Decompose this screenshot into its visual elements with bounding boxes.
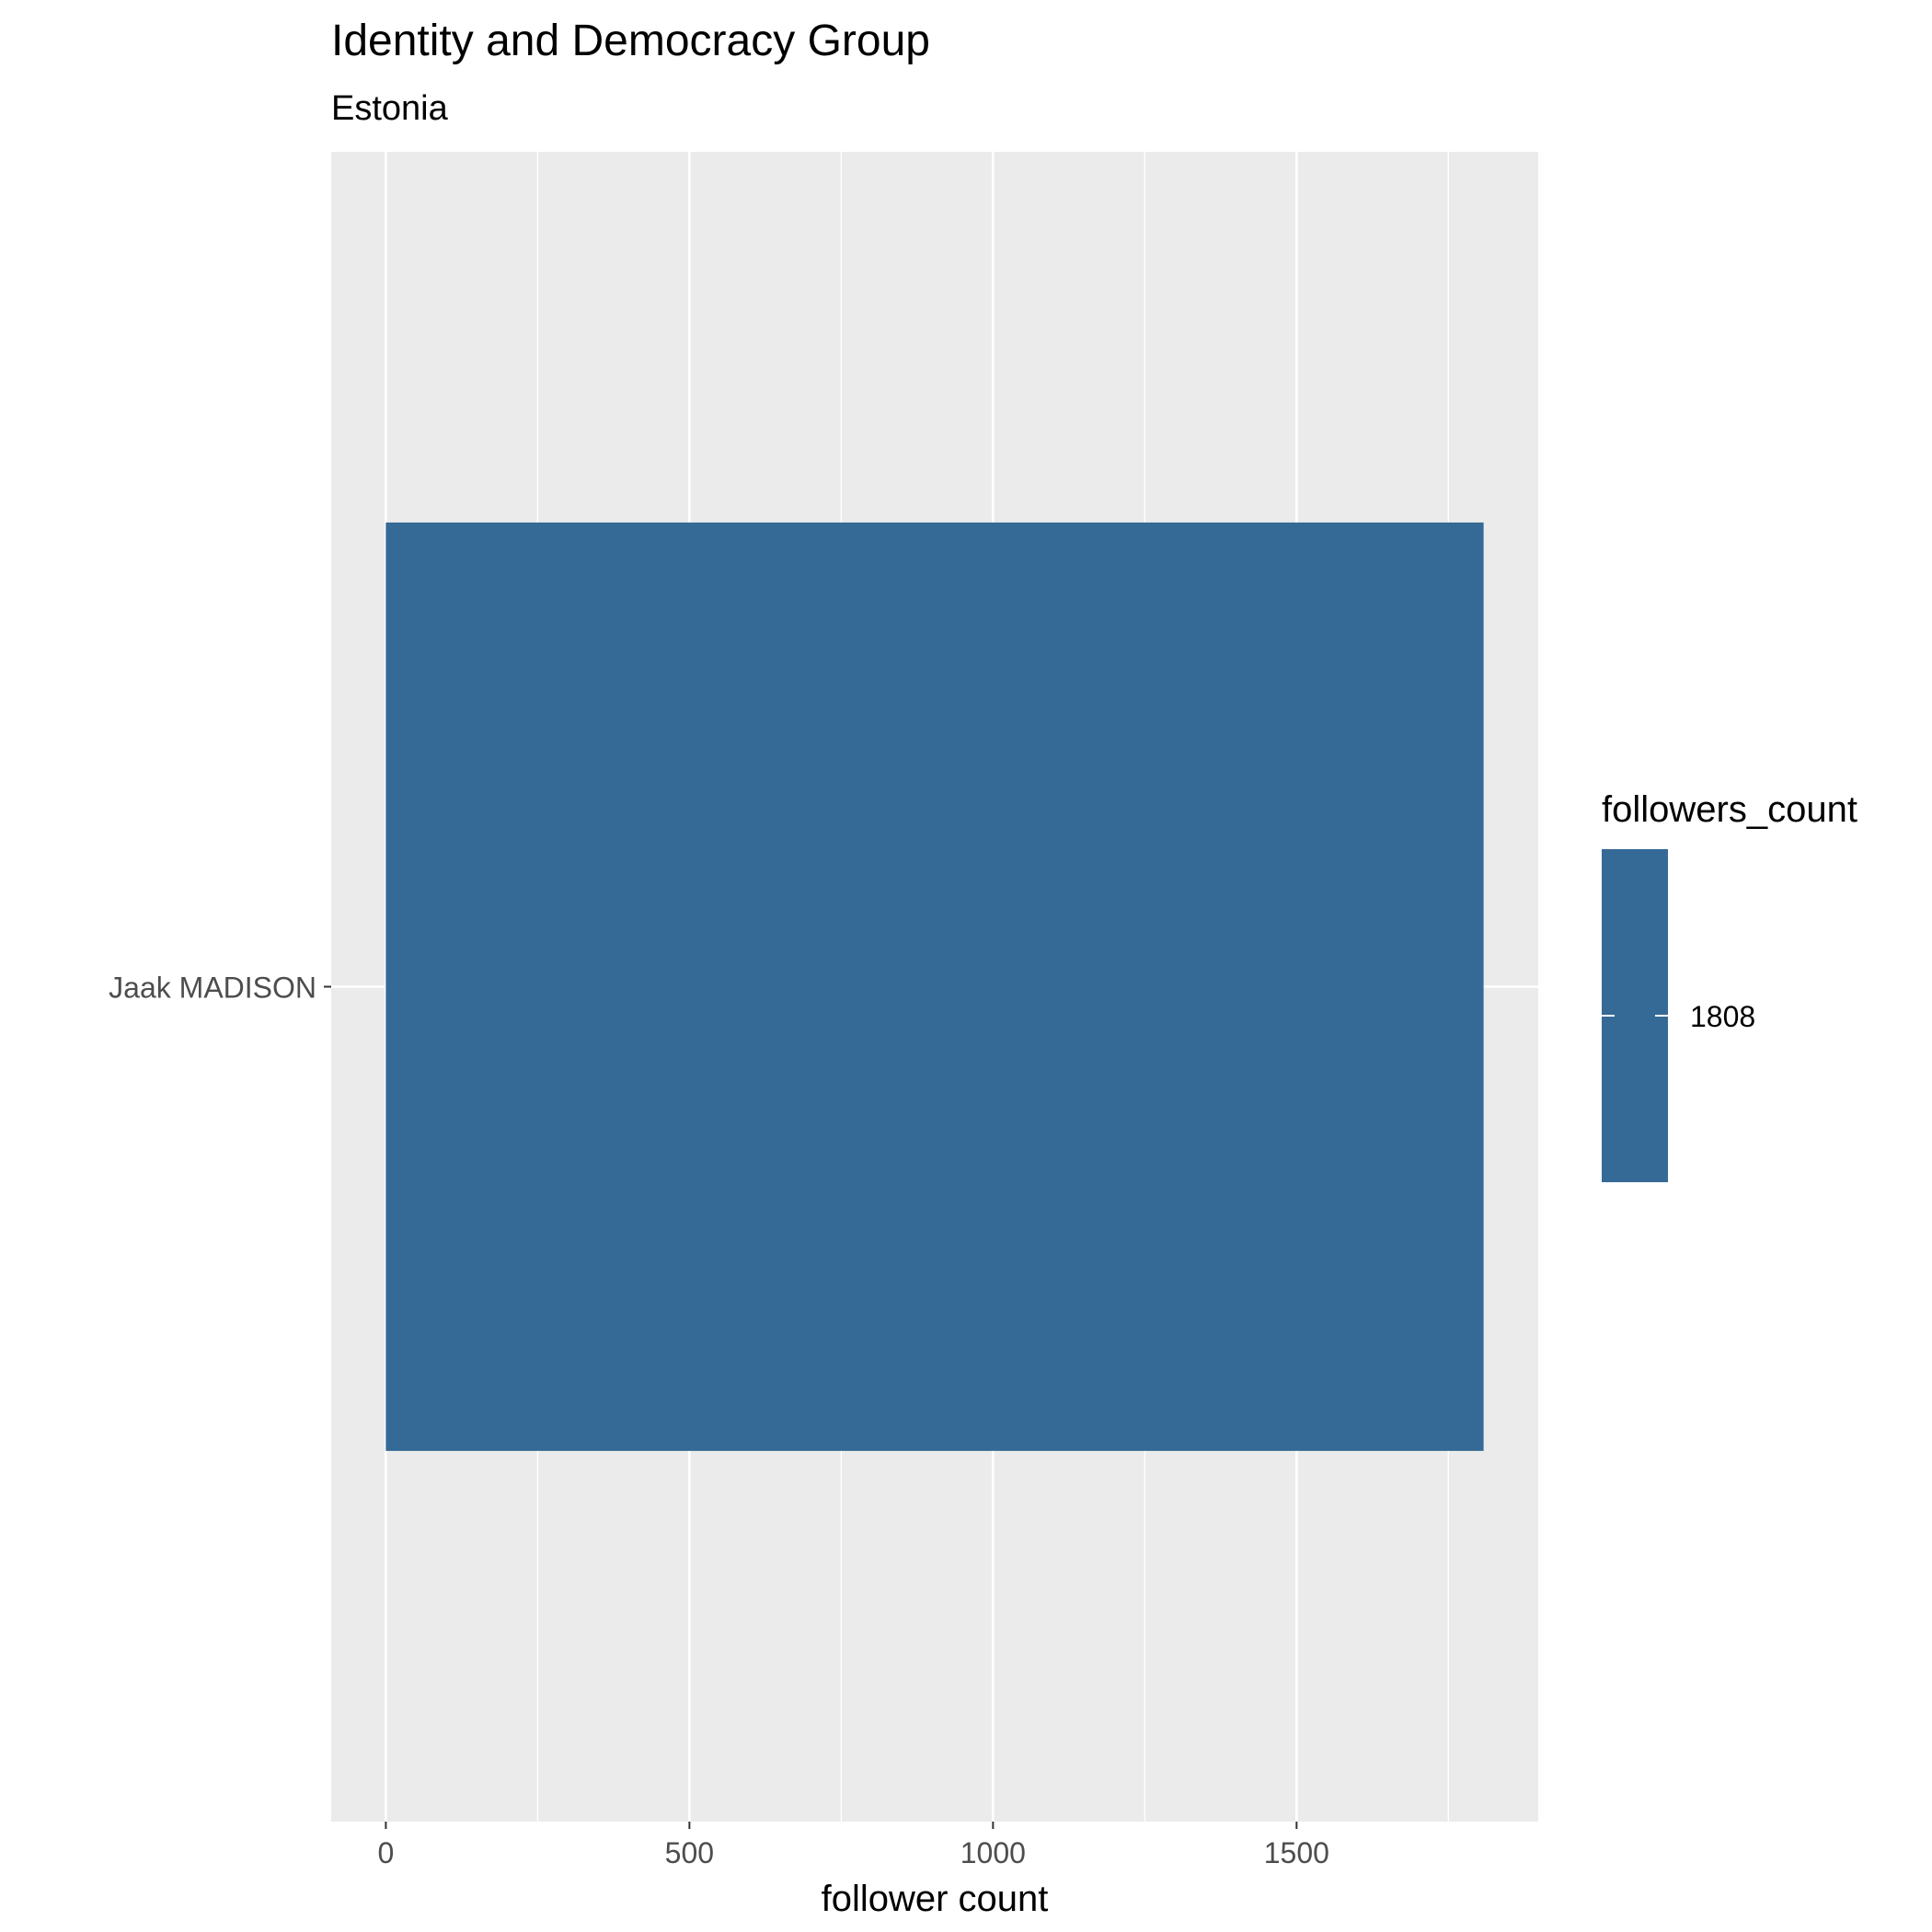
- chart-subtitle: Estonia: [331, 89, 449, 128]
- y-axis: Jaak MADISON: [109, 972, 331, 1005]
- legend-title: followers_count: [1602, 789, 1857, 830]
- x-tick-label: 500: [665, 1836, 714, 1869]
- x-tick-label: 1500: [1264, 1836, 1329, 1869]
- bar: [385, 522, 1484, 1452]
- chart-title: Identity and Democracy Group: [331, 17, 930, 65]
- legend-label: 1808: [1690, 1000, 1755, 1033]
- x-axis: 0 500 1000 1500: [377, 1822, 1329, 1869]
- y-tick-label: Jaak MADISON: [109, 972, 316, 1005]
- legend: followers_count 1808: [1602, 789, 1857, 1182]
- x-tick-label: 1000: [960, 1836, 1026, 1869]
- x-axis-title: follower count: [822, 1879, 1049, 1919]
- bars: [385, 522, 1484, 1452]
- x-tick-label: 0: [377, 1836, 394, 1869]
